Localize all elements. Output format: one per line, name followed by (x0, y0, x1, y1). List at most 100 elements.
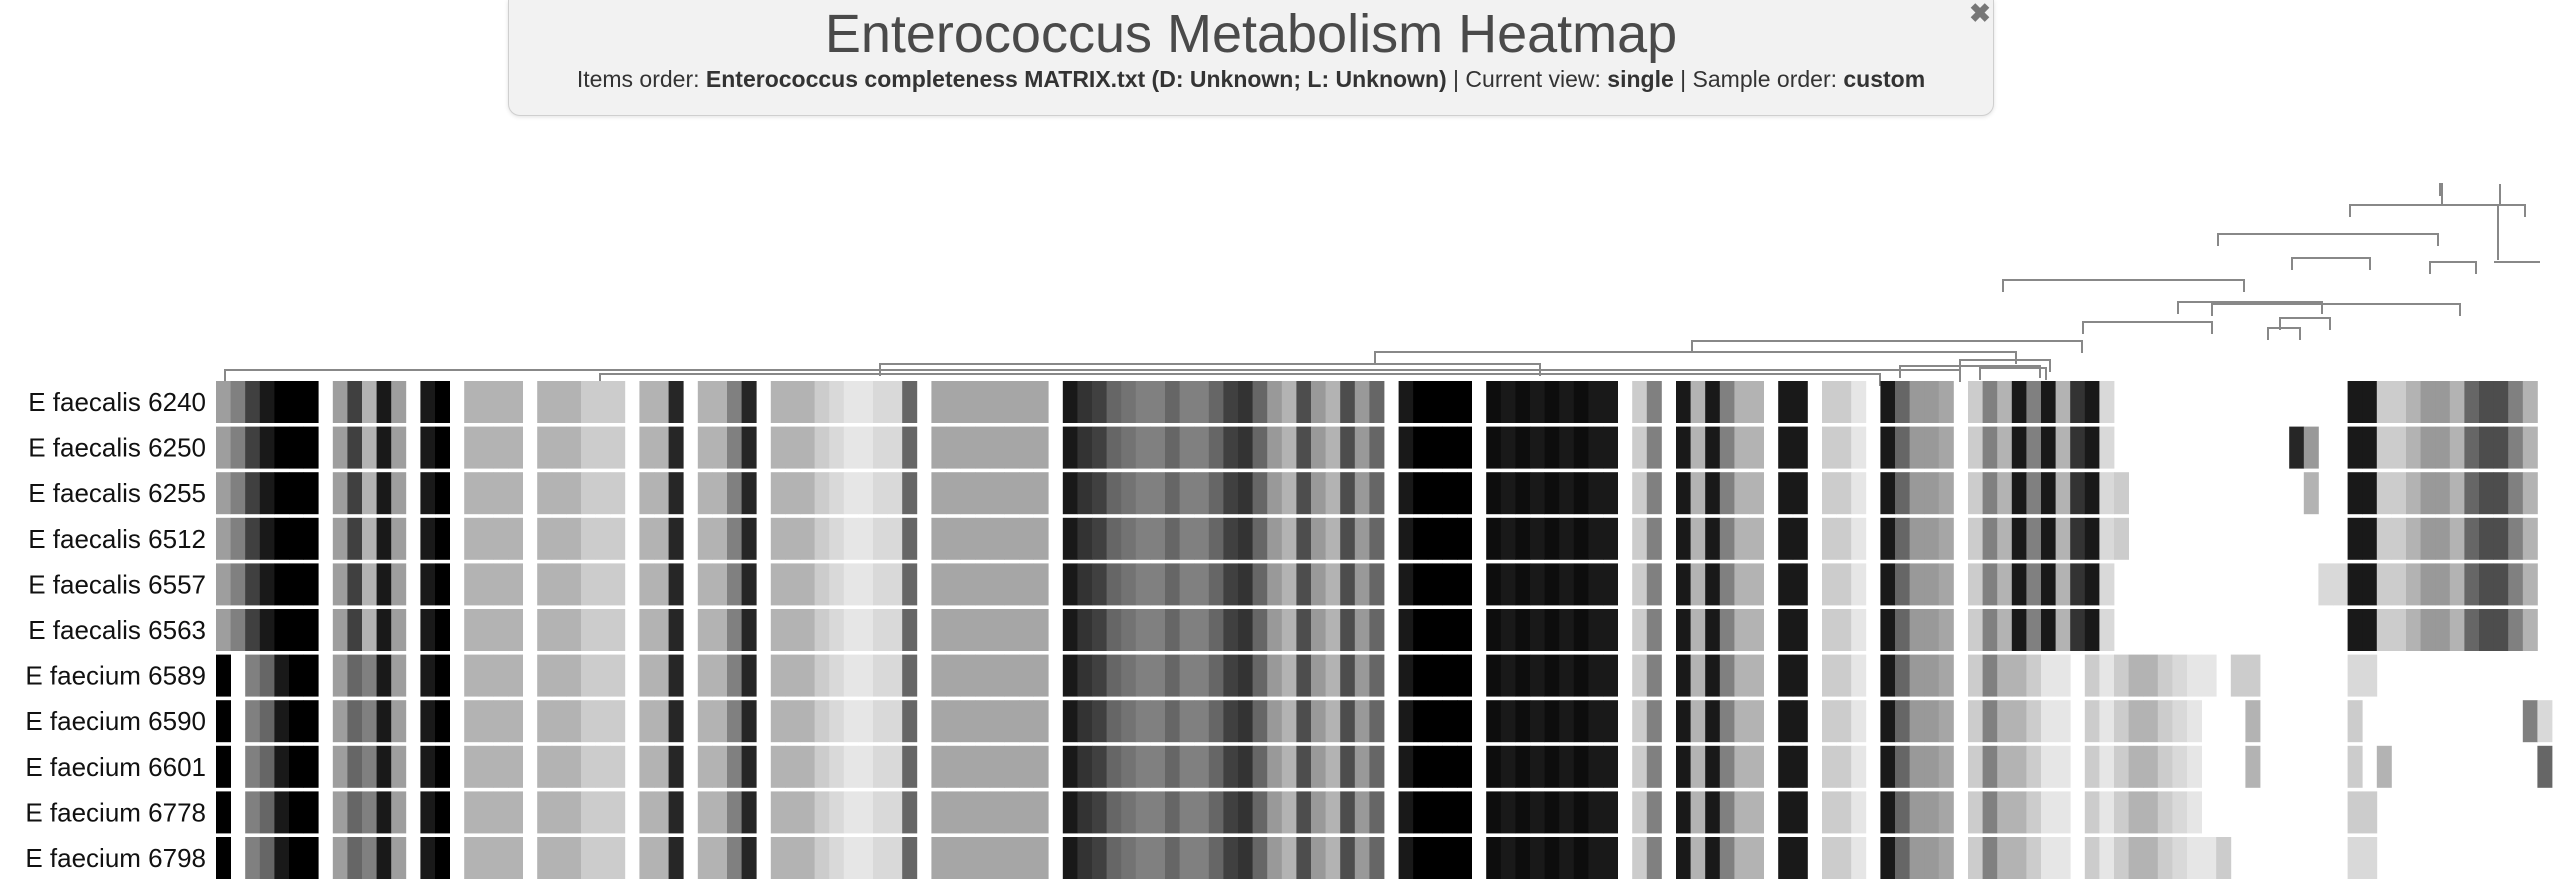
heatmap-cell (1004, 563, 1020, 606)
heatmap-cell (289, 700, 304, 743)
heatmap-cell (508, 381, 523, 423)
heatmap-cell (639, 745, 655, 788)
heatmap-cell (1924, 381, 1940, 423)
heatmap-cell (216, 426, 231, 469)
heatmap-cell (1033, 517, 1049, 560)
heatmap-cell (376, 654, 392, 697)
heatmap-cell (2070, 517, 2086, 560)
heatmap-cell (2055, 609, 2071, 651)
close-icon[interactable]: ✖ (1969, 0, 1991, 28)
heatmap-cell (2070, 563, 2086, 606)
heatmap-cell (946, 837, 961, 879)
heatmap-cell (829, 381, 845, 423)
heatmap-cell (551, 426, 567, 469)
heatmap-cell (245, 517, 261, 560)
heatmap-cell (1632, 563, 1648, 606)
heatmap-cell (1924, 426, 1940, 469)
heatmap-cell (1705, 426, 1721, 469)
heatmap-cell (581, 700, 596, 743)
heatmap-cell (1778, 609, 1794, 651)
heatmap-cell (1354, 837, 1370, 879)
heatmap-cell (1632, 700, 1648, 743)
current-view-value: single (1607, 66, 1674, 92)
heatmap-cell (1588, 381, 1604, 423)
heatmap-cell (391, 381, 407, 423)
heatmap-cell (1544, 381, 1560, 423)
heatmap-cell (595, 426, 611, 469)
heatmap-cell (2026, 791, 2042, 834)
heatmap-cell (1486, 609, 1502, 651)
heatmap-cell (1909, 791, 1925, 834)
heatmap-cell (1296, 563, 1312, 606)
heatmap-cell (1062, 837, 1078, 879)
heatmap-cell (2157, 745, 2173, 788)
heatmap-cell (1544, 563, 1560, 606)
heatmap-cell (873, 654, 888, 697)
heatmap-cell (2347, 837, 2363, 879)
heatmap-cell (712, 381, 728, 423)
heatmap-cell (1778, 472, 1794, 515)
heatmap-cell (1749, 609, 1764, 651)
heatmap-cell (1734, 791, 1750, 834)
heatmap-cell (1223, 745, 1239, 788)
heatmap-cell (2143, 745, 2159, 788)
heatmap-cell (712, 791, 728, 834)
heatmap-cell (2347, 563, 2363, 606)
heatmap-cell (1252, 563, 1268, 606)
heatmap-cell (1515, 472, 1531, 515)
heatmap-cell (1150, 609, 1166, 651)
heatmap-cell (770, 654, 786, 697)
heatmap-cell (435, 517, 450, 560)
heatmap-cell (2406, 563, 2421, 606)
heatmap-cell (508, 700, 523, 743)
heatmap-cell (2026, 837, 2042, 879)
heatmap-cell (639, 517, 655, 560)
heatmap-cell (1895, 563, 1910, 606)
heatmap-cell (800, 837, 815, 879)
heatmap-cell (420, 381, 436, 423)
heatmap-cell (1632, 472, 1648, 515)
heatmap-cell (1238, 472, 1253, 515)
heatmap-cell (2026, 609, 2042, 651)
heatmap-cell (2406, 426, 2421, 469)
heatmap-cell (274, 700, 290, 743)
heatmap-cell (1486, 791, 1502, 834)
heatmap-cell (2084, 517, 2100, 560)
heatmap-cell (1369, 517, 1385, 560)
heatmap-cell (1092, 472, 1107, 515)
heatmap-cell (420, 791, 436, 834)
heatmap-cell (1019, 654, 1034, 697)
heatmap-cell (1223, 609, 1239, 651)
heatmap-cell (1413, 381, 1429, 423)
heatmap-cell (814, 837, 830, 879)
heatmap-cell (1515, 700, 1531, 743)
heatmap-cell (1077, 472, 1093, 515)
heatmap-cell (1486, 700, 1502, 743)
heatmap-cell (1719, 654, 1735, 697)
heatmap-cell (391, 791, 407, 834)
heatmap-cell (2011, 745, 2027, 788)
heatmap-cell (1690, 837, 1706, 879)
heatmap-cell (727, 563, 742, 606)
heatmap-cell (1019, 791, 1034, 834)
heatmap-cell (1413, 563, 1429, 606)
heatmap-cell (1705, 654, 1721, 697)
heatmap-cell (595, 563, 611, 606)
heatmap-cell (2230, 654, 2246, 697)
heatmap-cell (1500, 700, 1516, 743)
heatmap-cell (1632, 791, 1648, 834)
heatmap-cell (566, 472, 582, 515)
dendrogram-root (2441, 184, 2540, 263)
heatmap-cell (1792, 426, 1808, 469)
heatmap-cell (1427, 426, 1443, 469)
heatmap-cell (1208, 563, 1224, 606)
items-order-value: Enterococcus completeness MATRIX.txt (D:… (705, 66, 1447, 92)
heatmap-cell (2449, 609, 2465, 651)
heatmap-cell (843, 745, 859, 788)
heatmap-cell (2391, 426, 2407, 469)
heatmap-cell (2464, 381, 2480, 423)
heatmap-cell (435, 837, 450, 879)
heatmap-cell (2143, 700, 2159, 743)
heatmap-cell (1792, 837, 1808, 879)
heatmap-cell (2464, 472, 2480, 515)
